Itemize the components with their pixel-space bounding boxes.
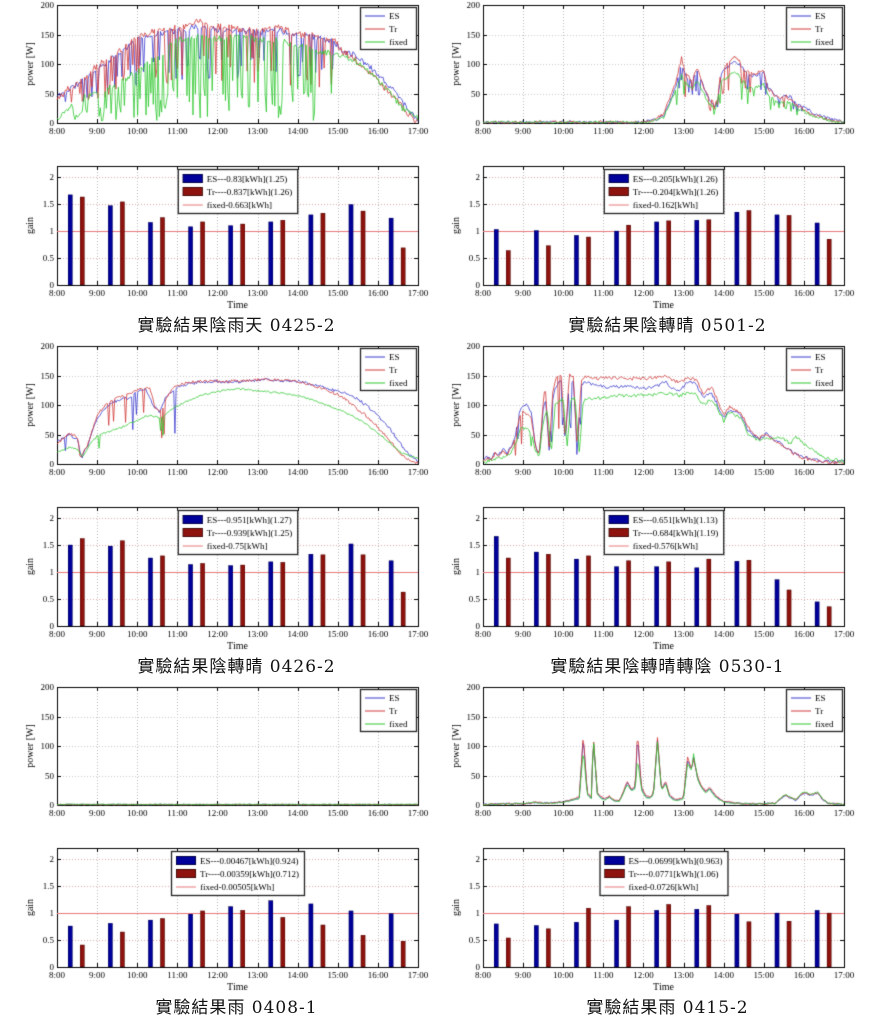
- power-line-chart: [445, 0, 890, 150]
- chart-panel: 實驗結果陰轉晴 0426-2: [0, 341, 445, 682]
- panel-caption: 實驗結果陰轉晴 0426-2: [137, 657, 336, 677]
- power-line-chart: [445, 341, 890, 491]
- chart-panel: 實驗結果雨 0408-1: [0, 682, 445, 1023]
- gain-bar-chart: [445, 501, 890, 653]
- chart-panel: 實驗結果陰轉晴 0501-2: [445, 0, 890, 341]
- gain-bar-chart: [0, 160, 445, 312]
- chart-panel: 實驗結果陰轉晴轉陰 0530-1: [445, 341, 890, 682]
- power-line-chart: [0, 341, 445, 491]
- gain-bar-chart: [0, 842, 445, 994]
- power-line-chart: [445, 682, 890, 832]
- gain-bar-chart: [445, 842, 890, 994]
- panel-caption: 實驗結果陰轉晴 0501-2: [568, 316, 767, 336]
- panel-caption: 實驗結果雨 0408-1: [155, 998, 318, 1018]
- panel-caption: 實驗結果雨 0415-2: [586, 998, 749, 1018]
- chart-panel: 實驗結果陰雨天 0425-2: [0, 0, 445, 341]
- power-line-chart: [0, 682, 445, 832]
- power-line-chart: [0, 0, 445, 150]
- panel-caption: 實驗結果陰轉晴轉陰 0530-1: [550, 657, 785, 677]
- gain-bar-chart: [0, 501, 445, 653]
- chart-panel: 實驗結果雨 0415-2: [445, 682, 890, 1023]
- panel-caption: 實驗結果陰雨天 0425-2: [137, 316, 336, 336]
- gain-bar-chart: [445, 160, 890, 312]
